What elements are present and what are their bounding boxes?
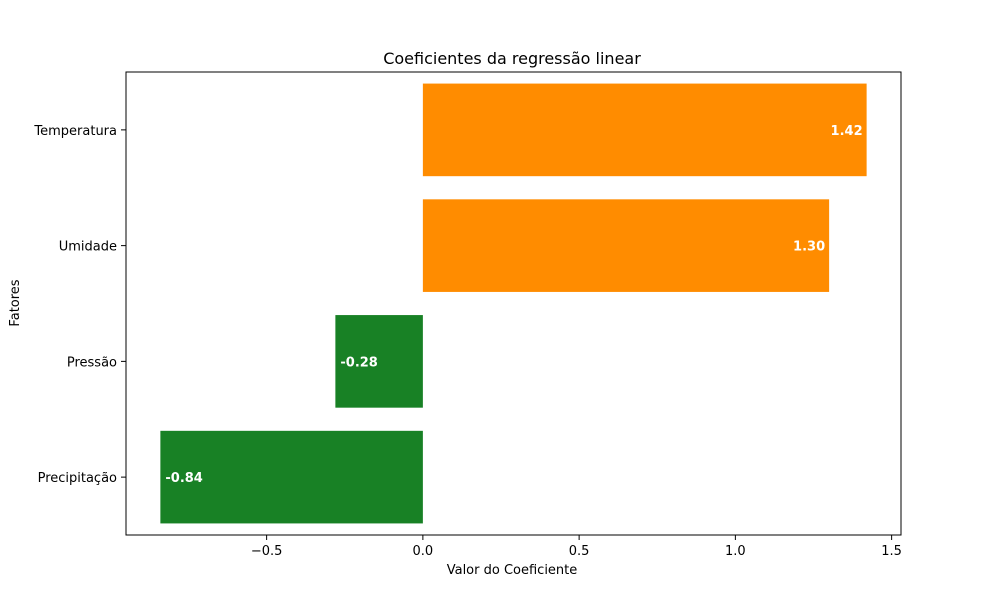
- y-tick-label-3: Temperatura: [33, 124, 117, 139]
- x-ticks-group: −0.5 0.0 0.5 1.0 1.5: [251, 535, 902, 559]
- bar-0: [160, 430, 423, 524]
- bar-value-label-3: 1.42: [831, 124, 863, 139]
- bar-value-label-1: -0.28: [340, 355, 377, 370]
- bar-value-label-2: 1.30: [793, 240, 825, 255]
- x-tick-label-4: 1.5: [881, 544, 902, 559]
- bar-labels-group: -0.84 -0.28 1.30 1.42: [165, 124, 862, 486]
- chart-title: Coeficientes da regressão linear: [383, 49, 641, 68]
- bar-3: [422, 83, 867, 177]
- x-tick-label-2: 0.5: [569, 544, 590, 559]
- bar-2: [422, 199, 830, 292]
- bar-value-label-0: -0.84: [165, 471, 202, 486]
- y-axis-label: Fatores: [8, 279, 23, 326]
- x-axis-label: Valor do Coeficiente: [447, 563, 578, 578]
- bar-1: [335, 315, 423, 408]
- plot-frame: [125, 71, 902, 536]
- y-tick-label-1: Pressão: [67, 355, 117, 370]
- bars-group: [160, 83, 867, 524]
- x-tick-label-1: 0.0: [413, 544, 434, 559]
- y-tick-label-2: Umidade: [59, 240, 117, 255]
- y-ticks-group: Precipitação Pressão Umidade Temperatura: [33, 124, 126, 486]
- x-tick-label-0: −0.5: [251, 544, 283, 559]
- y-tick-label-0: Precipitação: [38, 471, 117, 486]
- x-tick-label-3: 1.0: [725, 544, 746, 559]
